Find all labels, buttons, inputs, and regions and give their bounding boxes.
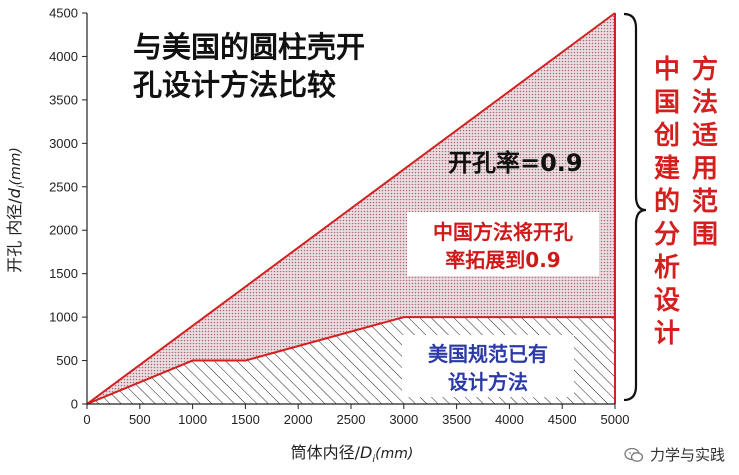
vertical-char-col1: 析 [654,253,680,283]
china-method-box [407,212,599,276]
vertical-char-col2: 法 [692,88,718,118]
series-line-china [86,12,616,405]
us-method-line-1: 美国规范已有 [428,342,548,366]
y-axis-label: 开孔 内径/di(mm) [5,147,27,273]
y-tick-label: 0 [71,397,78,412]
wechat-icon [624,447,644,462]
china-method-line-2: 率拓展到0.9 [445,248,560,272]
watermark-text: 力学与实践 [649,446,725,464]
vertical-char-col2: 围 [692,220,718,250]
y-tick-label: 2000 [49,223,78,238]
vertical-char-col1: 中 [654,55,680,85]
us-method-line-2: 设计方法 [448,370,528,394]
x-tick-label: 3500 [442,412,471,427]
chart-title-line-1: 与美国的圆柱壳开 [133,30,365,64]
vertical-char-col2: 方 [692,54,718,85]
x-tick-label: 1500 [231,412,260,427]
vertical-char-col2: 用 [692,154,718,184]
x-tick-label: 4500 [548,412,577,427]
vertical-char-col1: 计 [654,319,680,349]
x-tick-label: 4000 [495,412,524,427]
y-tick-label: 500 [56,353,78,368]
y-tick-label: 3000 [49,136,78,151]
x-axis-label: 筒体内径/Di(mm) [291,443,414,465]
x-tick-label: 500 [129,412,151,427]
vertical-char-col1: 建 [654,154,680,184]
x-tick-label: 0 [83,412,90,427]
x-tick-label: 5000 [601,412,630,427]
chart-title-line-2: 孔设计方法比较 [133,68,336,102]
x-tick-label: 2500 [337,412,366,427]
ratio-annotation: 开孔率=0.9 [448,149,583,177]
vertical-char-col1: 设 [654,286,680,316]
china-method-line-1: 中国方法将开孔 [433,220,573,244]
series-line-us [86,316,615,405]
vertical-char-col1: 国 [654,88,680,118]
y-tick-label: 4500 [49,6,78,21]
vertical-char-col2: 范 [692,187,718,217]
vertical-char-col2: 适 [692,121,718,151]
y-tick-label: 1000 [49,310,78,325]
watermark: 力学与实践 [624,444,725,465]
y-tick-label: 4000 [49,49,78,64]
vertical-char-col1: 创 [653,121,680,151]
x-tick-label: 2000 [284,412,313,427]
y-tick-label: 1500 [49,266,78,281]
vertical-char-col1: 分 [654,220,680,250]
us-method-box [402,335,574,397]
y-tick-label: 2500 [49,179,78,194]
axes: 0 500 1000 1500 2000 2500 3000 3500 4000 4500 5000… [5,6,629,466]
scope-brace [623,12,647,402]
y-tick-label: 3500 [49,92,78,107]
x-tick-label: 1000 [178,412,207,427]
x-tick-label: 3000 [389,412,418,427]
vertical-char-col1: 的 [654,186,680,217]
